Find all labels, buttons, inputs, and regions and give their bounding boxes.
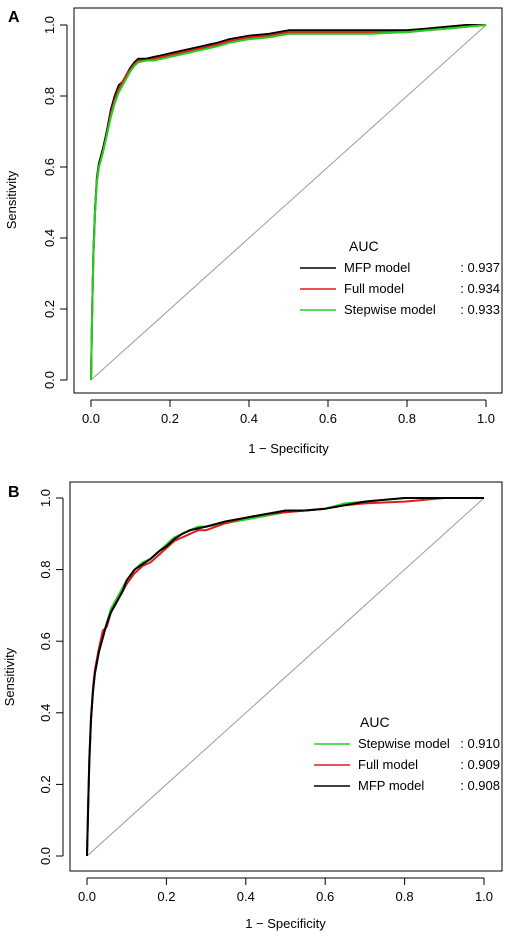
panel-label: B	[8, 484, 20, 501]
x-tick-label: 0.4	[240, 411, 258, 426]
y-tick-label: 1.0	[38, 489, 53, 507]
y-tick-label: 0.0	[42, 371, 57, 389]
y-tick-label: 0.6	[42, 158, 57, 176]
x-tick-label: 1.0	[475, 889, 493, 904]
x-tick-label: 0.2	[157, 889, 175, 904]
legend-label: Stepwise model	[358, 736, 450, 751]
x-tick-label: 0.2	[161, 411, 179, 426]
y-tick-label: 0.2	[38, 775, 53, 793]
plot-frame	[69, 481, 503, 872]
legend-label: Full model	[358, 757, 418, 772]
legend-auc-value: : 0.909	[460, 757, 500, 772]
panel-label: A	[8, 9, 20, 26]
x-tick-label: 1.0	[477, 411, 495, 426]
x-tick-label: 0.6	[319, 411, 337, 426]
legend-auc-value: : 0.937	[460, 260, 500, 275]
legend-title: AUC	[360, 714, 390, 730]
x-axis-label: 1 − Specificity	[245, 916, 326, 931]
legend-label: Stepwise model	[344, 302, 436, 317]
roc-curve-mfp-model	[86, 497, 484, 857]
legend: AUC Stepwise model : 0.910 Full model : 0.90…	[314, 714, 500, 793]
legend-auc-value: : 0.910	[460, 736, 500, 751]
legend-auc-value: : 0.933	[460, 302, 500, 317]
y-tick-label: 0.6	[38, 632, 53, 650]
roc-curve-stepwise-model	[90, 24, 487, 381]
reference-diagonal	[86, 497, 485, 857]
y-tick-label: 0.2	[42, 300, 57, 318]
y-tick-label: 0.4	[42, 229, 57, 247]
legend-label: MFP model	[344, 260, 410, 275]
roc-panel-a: A 0.0 0.2 0.4 0.6 0.8 1.0 0.0 0.2 0.4 0.6 0.8 1.0 1 −…	[4, 7, 503, 456]
legend-auc-value: : 0.908	[460, 778, 500, 793]
roc-panel-b: B 0.0 0.2 0.4 0.6 0.8 1.0 0.0 0.2 0.4 0.6 0.8 1.0 1 −…	[2, 481, 503, 931]
y-tick-label: 1.0	[42, 16, 57, 34]
legend-auc-value: : 0.934	[460, 281, 500, 296]
y-tick-label: 0.4	[38, 704, 53, 722]
y-axis-label: Sensitivity	[2, 647, 17, 706]
legend-label: MFP model	[358, 778, 424, 793]
legend-title: AUC	[349, 238, 379, 254]
x-tick-label: 0.0	[82, 411, 100, 426]
plot-frame	[73, 7, 503, 394]
x-tick-label: 0.0	[78, 889, 96, 904]
y-tick-label: 0.0	[38, 847, 53, 865]
x-axis-label: 1 − Specificity	[248, 441, 329, 456]
x-tick-label: 0.4	[237, 889, 255, 904]
y-tick-label: 0.8	[38, 561, 53, 579]
x-tick-label: 0.8	[398, 411, 416, 426]
y-axis-label: Sensitivity	[4, 170, 19, 229]
x-tick-label: 0.6	[316, 889, 334, 904]
y-tick-label: 0.8	[42, 87, 57, 105]
legend: AUC MFP model : 0.937 Full model : 0.934 Step…	[300, 238, 500, 317]
x-tick-label: 0.8	[396, 889, 414, 904]
legend-label: Full model	[344, 281, 404, 296]
reference-diagonal	[90, 24, 487, 381]
